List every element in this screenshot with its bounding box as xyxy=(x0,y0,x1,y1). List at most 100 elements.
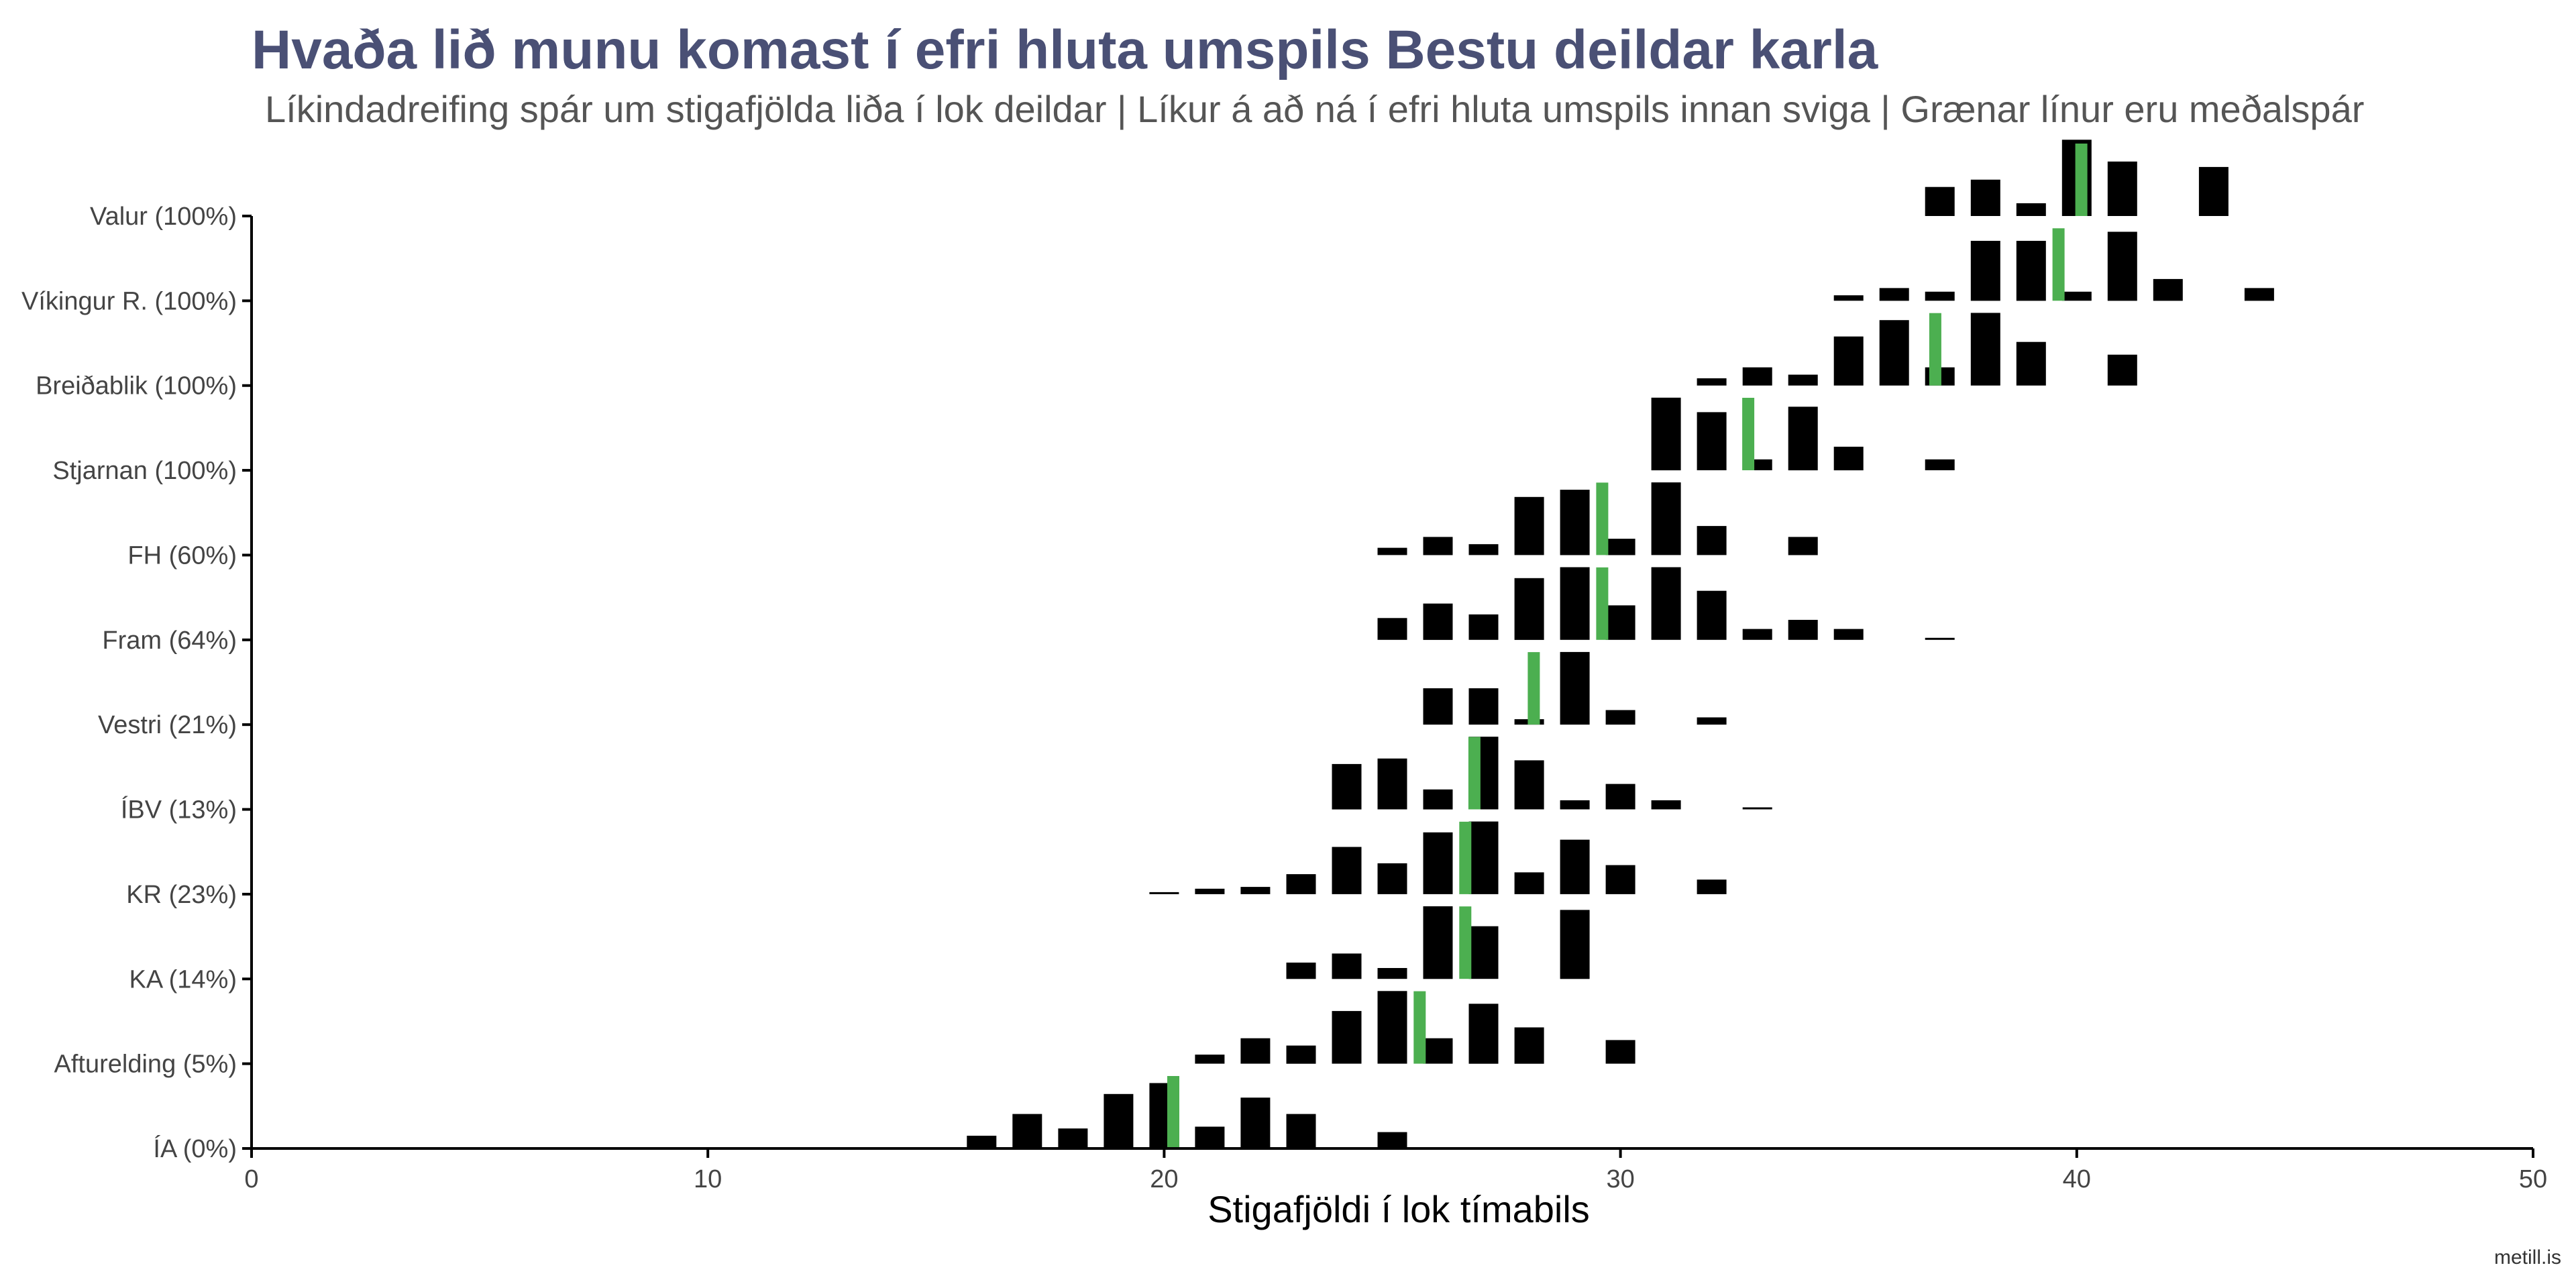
y-tick-label: Stjarnan (100%) xyxy=(52,457,237,485)
distribution-bar xyxy=(1697,378,1727,386)
distribution-bar xyxy=(1925,459,1955,470)
distribution-bar xyxy=(1697,590,1727,640)
distribution-bar xyxy=(1605,784,1635,810)
distribution-bar xyxy=(1605,539,1635,555)
distribution-bar xyxy=(1651,800,1681,810)
y-tick-label: Valur (100%) xyxy=(90,203,237,231)
distribution-bar xyxy=(1833,446,1864,471)
x-ticks: 0 10 20 30 40 50 xyxy=(244,1148,2547,1193)
distribution-bar xyxy=(1970,313,2000,386)
distribution-bar xyxy=(1651,567,1681,640)
distribution-bar xyxy=(2016,341,2046,386)
mean-line xyxy=(1527,652,1540,725)
y-tick-label: Vestri (21%) xyxy=(98,711,237,739)
distribution-bar xyxy=(1332,1011,1362,1064)
distribution-bar xyxy=(1423,688,1453,725)
axes xyxy=(250,216,2533,1150)
distribution-bar xyxy=(2061,291,2092,301)
distribution-bar xyxy=(1697,717,1727,725)
distribution-bar xyxy=(2153,278,2183,301)
distribution-bar xyxy=(1514,872,1544,894)
distribution-bar xyxy=(1286,874,1316,894)
y-tick-label: ÍA (0%) xyxy=(153,1134,237,1163)
distribution-bar xyxy=(1514,1027,1544,1064)
distribution-bar xyxy=(1377,1132,1407,1148)
mean-line xyxy=(1929,313,1941,386)
distribution-bar xyxy=(1468,688,1499,725)
source-caption: metill.is xyxy=(2493,1246,2561,1269)
distribution-bar xyxy=(1514,760,1544,810)
distribution-bar xyxy=(1605,1040,1635,1064)
x-axis-title: Stigafjöldi í lok tímabils xyxy=(1208,1188,1590,1230)
distribution-bar xyxy=(1377,547,1407,555)
distribution-bar xyxy=(1332,847,1362,894)
distribution-bar xyxy=(1879,320,1909,386)
distribution-bar xyxy=(1423,906,1453,979)
distribution-bar xyxy=(1879,288,1909,301)
distribution-bar xyxy=(1788,374,1818,386)
y-ticks: Valur (100%) Víkingur R. (100%) Breiðablik… xyxy=(21,203,252,1163)
mean-line xyxy=(1596,567,1609,640)
distribution-bar xyxy=(1788,537,1818,555)
distribution-bar xyxy=(1423,537,1453,555)
distribution-bar xyxy=(1149,892,1179,894)
distribution-bar xyxy=(1377,618,1407,640)
distribution-bar xyxy=(1058,1128,1088,1148)
distribution-bar xyxy=(1560,651,1590,725)
y-tick-label: FH (60%) xyxy=(127,541,237,570)
distribution-bar xyxy=(1468,614,1499,640)
distribution-bar xyxy=(1377,991,1407,1064)
distribution-bar xyxy=(1104,1093,1134,1148)
distribution-bar xyxy=(967,1136,997,1148)
distribution-bar xyxy=(1286,962,1316,979)
y-tick-label: ÍBV (13%) xyxy=(121,796,237,824)
x-tick-label: 30 xyxy=(1606,1165,1634,1193)
x-tick-label: 0 xyxy=(244,1165,258,1193)
distribution-bar xyxy=(1651,482,1681,555)
distribution-bar xyxy=(1012,1114,1042,1148)
distribution-bar xyxy=(1742,629,1772,640)
distribution-bar xyxy=(1468,1004,1499,1064)
y-tick-label: Afturelding (5%) xyxy=(54,1051,237,1079)
chart-title: Hvaða lið munu komast í efri hluta umspi… xyxy=(252,19,1878,80)
distribution-bar xyxy=(1833,629,1864,640)
distribution-bar xyxy=(1423,1038,1453,1064)
mean-line xyxy=(1459,821,1472,894)
distribution-bar xyxy=(1651,397,1681,471)
distribution-bar xyxy=(1195,1126,1225,1148)
mean-line xyxy=(2052,228,2065,301)
distribution-bar xyxy=(2107,354,2137,386)
distribution-bar xyxy=(1697,526,1727,555)
distribution-bar xyxy=(1605,865,1635,894)
distribution-bar xyxy=(1468,544,1499,555)
chart-subtitle: Líkindadreifing spár um stigafjölda liða… xyxy=(265,88,2365,130)
distribution-bar xyxy=(2107,231,2137,301)
distribution-bar xyxy=(2198,166,2229,216)
distribution-bar xyxy=(2244,288,2274,301)
distribution-bar xyxy=(1286,1045,1316,1064)
distribution-bar xyxy=(1286,1114,1316,1148)
distribution-bar xyxy=(1514,496,1544,555)
distribution-bar xyxy=(1195,1055,1225,1064)
x-tick-label: 50 xyxy=(2519,1165,2547,1193)
mean-line xyxy=(1742,398,1755,470)
distribution-bar xyxy=(1423,832,1453,894)
distribution-bar xyxy=(1605,710,1635,725)
distribution-bar xyxy=(1742,367,1772,386)
distribution-bar xyxy=(1970,241,2000,301)
distribution-bar xyxy=(1240,1038,1271,1064)
distribution-bar xyxy=(2016,241,2046,301)
mean-line xyxy=(1167,1076,1179,1148)
y-tick-label: KR (23%) xyxy=(126,881,237,909)
distribution-bar xyxy=(1195,888,1225,894)
mean-line xyxy=(1468,737,1481,810)
mean-line xyxy=(1413,991,1426,1064)
distribution-bar xyxy=(1833,336,1864,386)
distribution-bar xyxy=(1560,567,1590,640)
distribution-bar xyxy=(1697,879,1727,894)
distribution-bar xyxy=(1925,291,1955,301)
distribution-bar xyxy=(1605,605,1635,640)
y-tick-label: KA (14%) xyxy=(129,965,237,994)
distribution-bar xyxy=(1377,758,1407,810)
mean-line xyxy=(1596,482,1609,555)
